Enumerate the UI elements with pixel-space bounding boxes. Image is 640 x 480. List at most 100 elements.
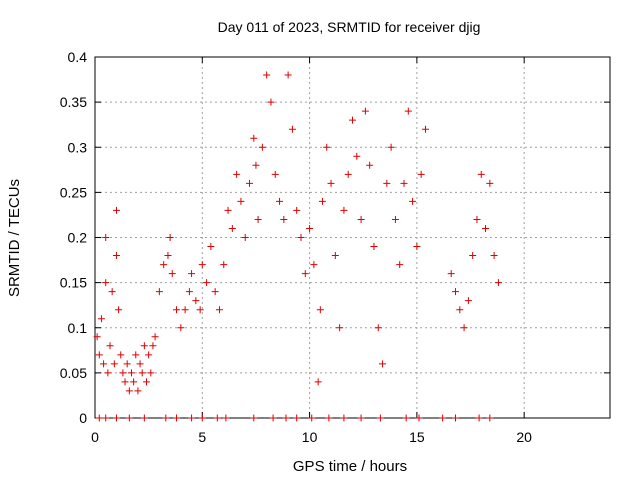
data-point [379, 360, 387, 368]
chart-title: Day 011 of 2023, SRMTID for receiver dji… [218, 19, 481, 35]
data-point [224, 206, 232, 214]
data-point [198, 261, 206, 269]
data-point [284, 71, 292, 79]
data-point [188, 270, 196, 278]
data-point [310, 261, 318, 269]
data-point [387, 143, 395, 151]
data-point [314, 378, 322, 386]
data-point [112, 414, 120, 422]
data-point [123, 360, 131, 368]
y-axis-label: SRMTID / TECUs [6, 179, 23, 297]
data-point [316, 306, 324, 314]
data-point [417, 170, 425, 178]
axis-ticks: 0 5 10 15 20 0 0.05 0.1 0.15 0.2 0.25 0.3 0.35 0.4 [60, 49, 610, 445]
data-point [258, 143, 266, 151]
data-point [490, 252, 498, 260]
x-tick-label: 15 [409, 429, 425, 445]
data-point [361, 107, 369, 115]
data-point [168, 270, 176, 278]
data-point [325, 414, 333, 422]
data-point [357, 215, 365, 223]
data-point [413, 243, 421, 251]
data-point [104, 369, 112, 377]
data-point [185, 288, 193, 296]
data-point [323, 143, 331, 151]
y-tick-label: 0.1 [68, 320, 88, 336]
data-point [473, 215, 481, 223]
data-point [415, 414, 423, 422]
data-point [269, 414, 277, 422]
data-point [138, 369, 146, 377]
data-point [151, 333, 159, 341]
data-point [460, 324, 468, 332]
data-point [288, 125, 296, 133]
data-point [115, 306, 123, 314]
data-point [276, 197, 284, 205]
data-point [125, 387, 133, 395]
data-point [198, 414, 206, 422]
data-point [108, 288, 116, 296]
y-tick-label: 0.2 [68, 230, 88, 246]
data-point [164, 252, 172, 260]
data-point [349, 116, 356, 124]
data-point [297, 234, 305, 241]
data-point [155, 288, 163, 296]
data-point [112, 252, 120, 260]
data-point [110, 360, 118, 368]
data-point [162, 414, 170, 422]
data-point [140, 342, 148, 350]
data-point [149, 342, 157, 350]
data-point [196, 306, 204, 314]
data-point [357, 414, 365, 422]
data-point [340, 414, 348, 422]
data-points [93, 71, 502, 422]
data-point [213, 414, 221, 422]
data-point [102, 234, 110, 241]
data-point [404, 107, 412, 115]
data-point [143, 378, 150, 386]
data-point [306, 224, 314, 232]
data-point [160, 261, 168, 269]
data-point [464, 297, 472, 305]
data-point [477, 170, 485, 178]
data-point [376, 414, 384, 422]
data-point [237, 197, 245, 205]
data-point [117, 351, 125, 359]
data-point [241, 234, 249, 241]
data-point [177, 324, 185, 332]
data-point [95, 351, 103, 359]
data-point [250, 414, 258, 422]
data-point [211, 288, 219, 296]
data-point [293, 414, 301, 422]
data-point [254, 215, 262, 223]
data-point [336, 324, 344, 332]
y-tick-label: 0 [79, 410, 87, 426]
data-point [252, 161, 260, 169]
data-point [353, 152, 361, 160]
data-point [267, 98, 275, 106]
data-point [327, 179, 335, 187]
data-point [482, 224, 490, 232]
data-point [344, 170, 352, 178]
data-point [93, 333, 101, 341]
data-point [106, 342, 114, 350]
data-point [383, 179, 391, 187]
data-point [134, 387, 142, 395]
data-point [447, 270, 455, 278]
data-point [486, 179, 494, 187]
data-point [475, 414, 483, 422]
data-point [246, 179, 253, 187]
data-point [331, 252, 339, 260]
data-point [127, 369, 135, 377]
x-tick-label: 20 [516, 429, 532, 445]
data-point [469, 252, 477, 260]
data-point [121, 378, 129, 386]
data-point [233, 170, 241, 178]
x-tick-label: 5 [198, 429, 206, 445]
data-point [130, 378, 138, 386]
data-point [263, 71, 271, 79]
y-tick-label: 0.35 [60, 94, 87, 110]
data-point [293, 206, 301, 214]
y-tick-label: 0.3 [68, 139, 88, 155]
